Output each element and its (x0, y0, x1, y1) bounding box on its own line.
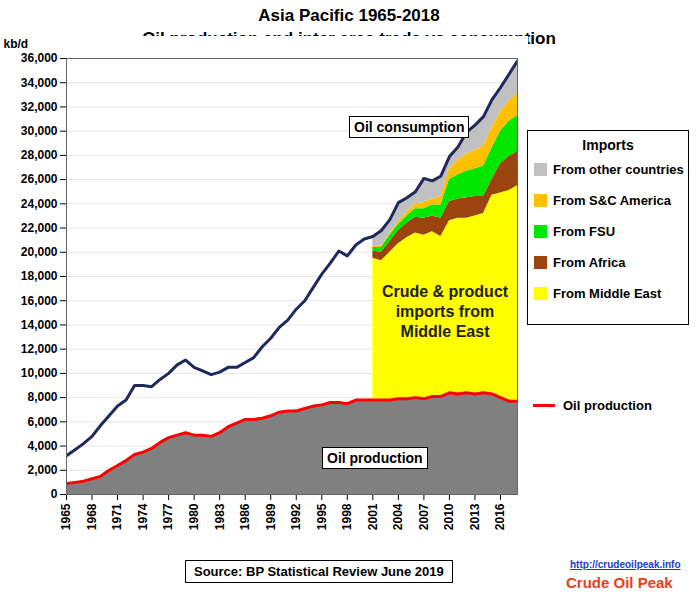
html-text:From FSU: From FSU (553, 224, 616, 239)
html-text:From S&C America: From S&C America (553, 193, 671, 208)
svg-text:28,000: 28,000 (21, 148, 58, 162)
svg-text:1989: 1989 (264, 503, 278, 530)
svg-text:2001: 2001 (366, 503, 380, 530)
svg-text:2016: 2016 (493, 503, 507, 530)
html-text:Oil consumption: Oil consumption (354, 119, 465, 135)
svg-text:1968: 1968 (85, 503, 99, 530)
svg-text:2010: 2010 (442, 503, 456, 530)
html-text:Asia Pacific 1965-2018: Asia Pacific 1965-2018 (258, 6, 440, 25)
html-text:From other countries: From other countries (553, 162, 684, 177)
html-text:Crude Oil Peak: Crude Oil Peak (566, 574, 673, 591)
svg-text:1971: 1971 (110, 503, 124, 530)
svg-text:1977: 1977 (161, 503, 175, 530)
html-text:Crude & product imports from M: Crude & product imports from Middle East (381, 283, 509, 340)
svg-text:0: 0 (51, 487, 58, 501)
svg-text:16,000: 16,000 (21, 294, 58, 308)
svg-text:2013: 2013 (468, 503, 482, 530)
svg-text:1965: 1965 (59, 503, 73, 530)
svg-text:26,000: 26,000 (21, 172, 58, 186)
html-text:From Middle East: From Middle East (553, 286, 662, 301)
svg-text:1986: 1986 (238, 503, 252, 530)
svg-text:30,000: 30,000 (21, 124, 58, 138)
svg-text:24,000: 24,000 (21, 197, 58, 211)
svg-text:4,000: 4,000 (27, 439, 57, 453)
svg-text:6,000: 6,000 (27, 415, 57, 429)
svg-text:kb/d: kb/d (4, 37, 29, 51)
html-text:Oil production: Oil production (563, 398, 652, 413)
svg-text:8,000: 8,000 (27, 390, 57, 404)
svg-text:12,000: 12,000 (21, 342, 58, 356)
svg-text:1980: 1980 (187, 503, 201, 530)
svg-text:2007: 2007 (417, 503, 431, 530)
html-text:Oil production: Oil production (327, 450, 423, 466)
svg-text:34,000: 34,000 (21, 76, 58, 90)
html-text:Source: BP Statistical Review: Source: BP Statistical Review June 2019 (194, 564, 444, 579)
svg-text:1998: 1998 (340, 503, 354, 530)
svg-text:1974: 1974 (136, 503, 150, 530)
svg-text:2,000: 2,000 (27, 463, 57, 477)
svg-text:1992: 1992 (289, 503, 303, 530)
svg-text:18,000: 18,000 (21, 269, 58, 283)
svg-text:20,000: 20,000 (21, 245, 58, 259)
html-text:http://crudeoilpeak.info: http://crudeoilpeak.info (570, 559, 681, 570)
svg-text:14,000: 14,000 (21, 318, 58, 332)
svg-text:32,000: 32,000 (21, 100, 58, 114)
svg-text:22,000: 22,000 (21, 221, 58, 235)
html-text:Imports: Imports (582, 137, 634, 153)
svg-text:1995: 1995 (315, 503, 329, 530)
html-text:From Africa: From Africa (553, 255, 626, 270)
svg-text:1983: 1983 (213, 503, 227, 530)
svg-text:10,000: 10,000 (21, 366, 58, 380)
svg-text:2004: 2004 (391, 503, 405, 530)
svg-text:36,000: 36,000 (21, 51, 58, 65)
html-text:Oil production and inter area: Oil production and inter area trade vs c… (142, 29, 556, 48)
